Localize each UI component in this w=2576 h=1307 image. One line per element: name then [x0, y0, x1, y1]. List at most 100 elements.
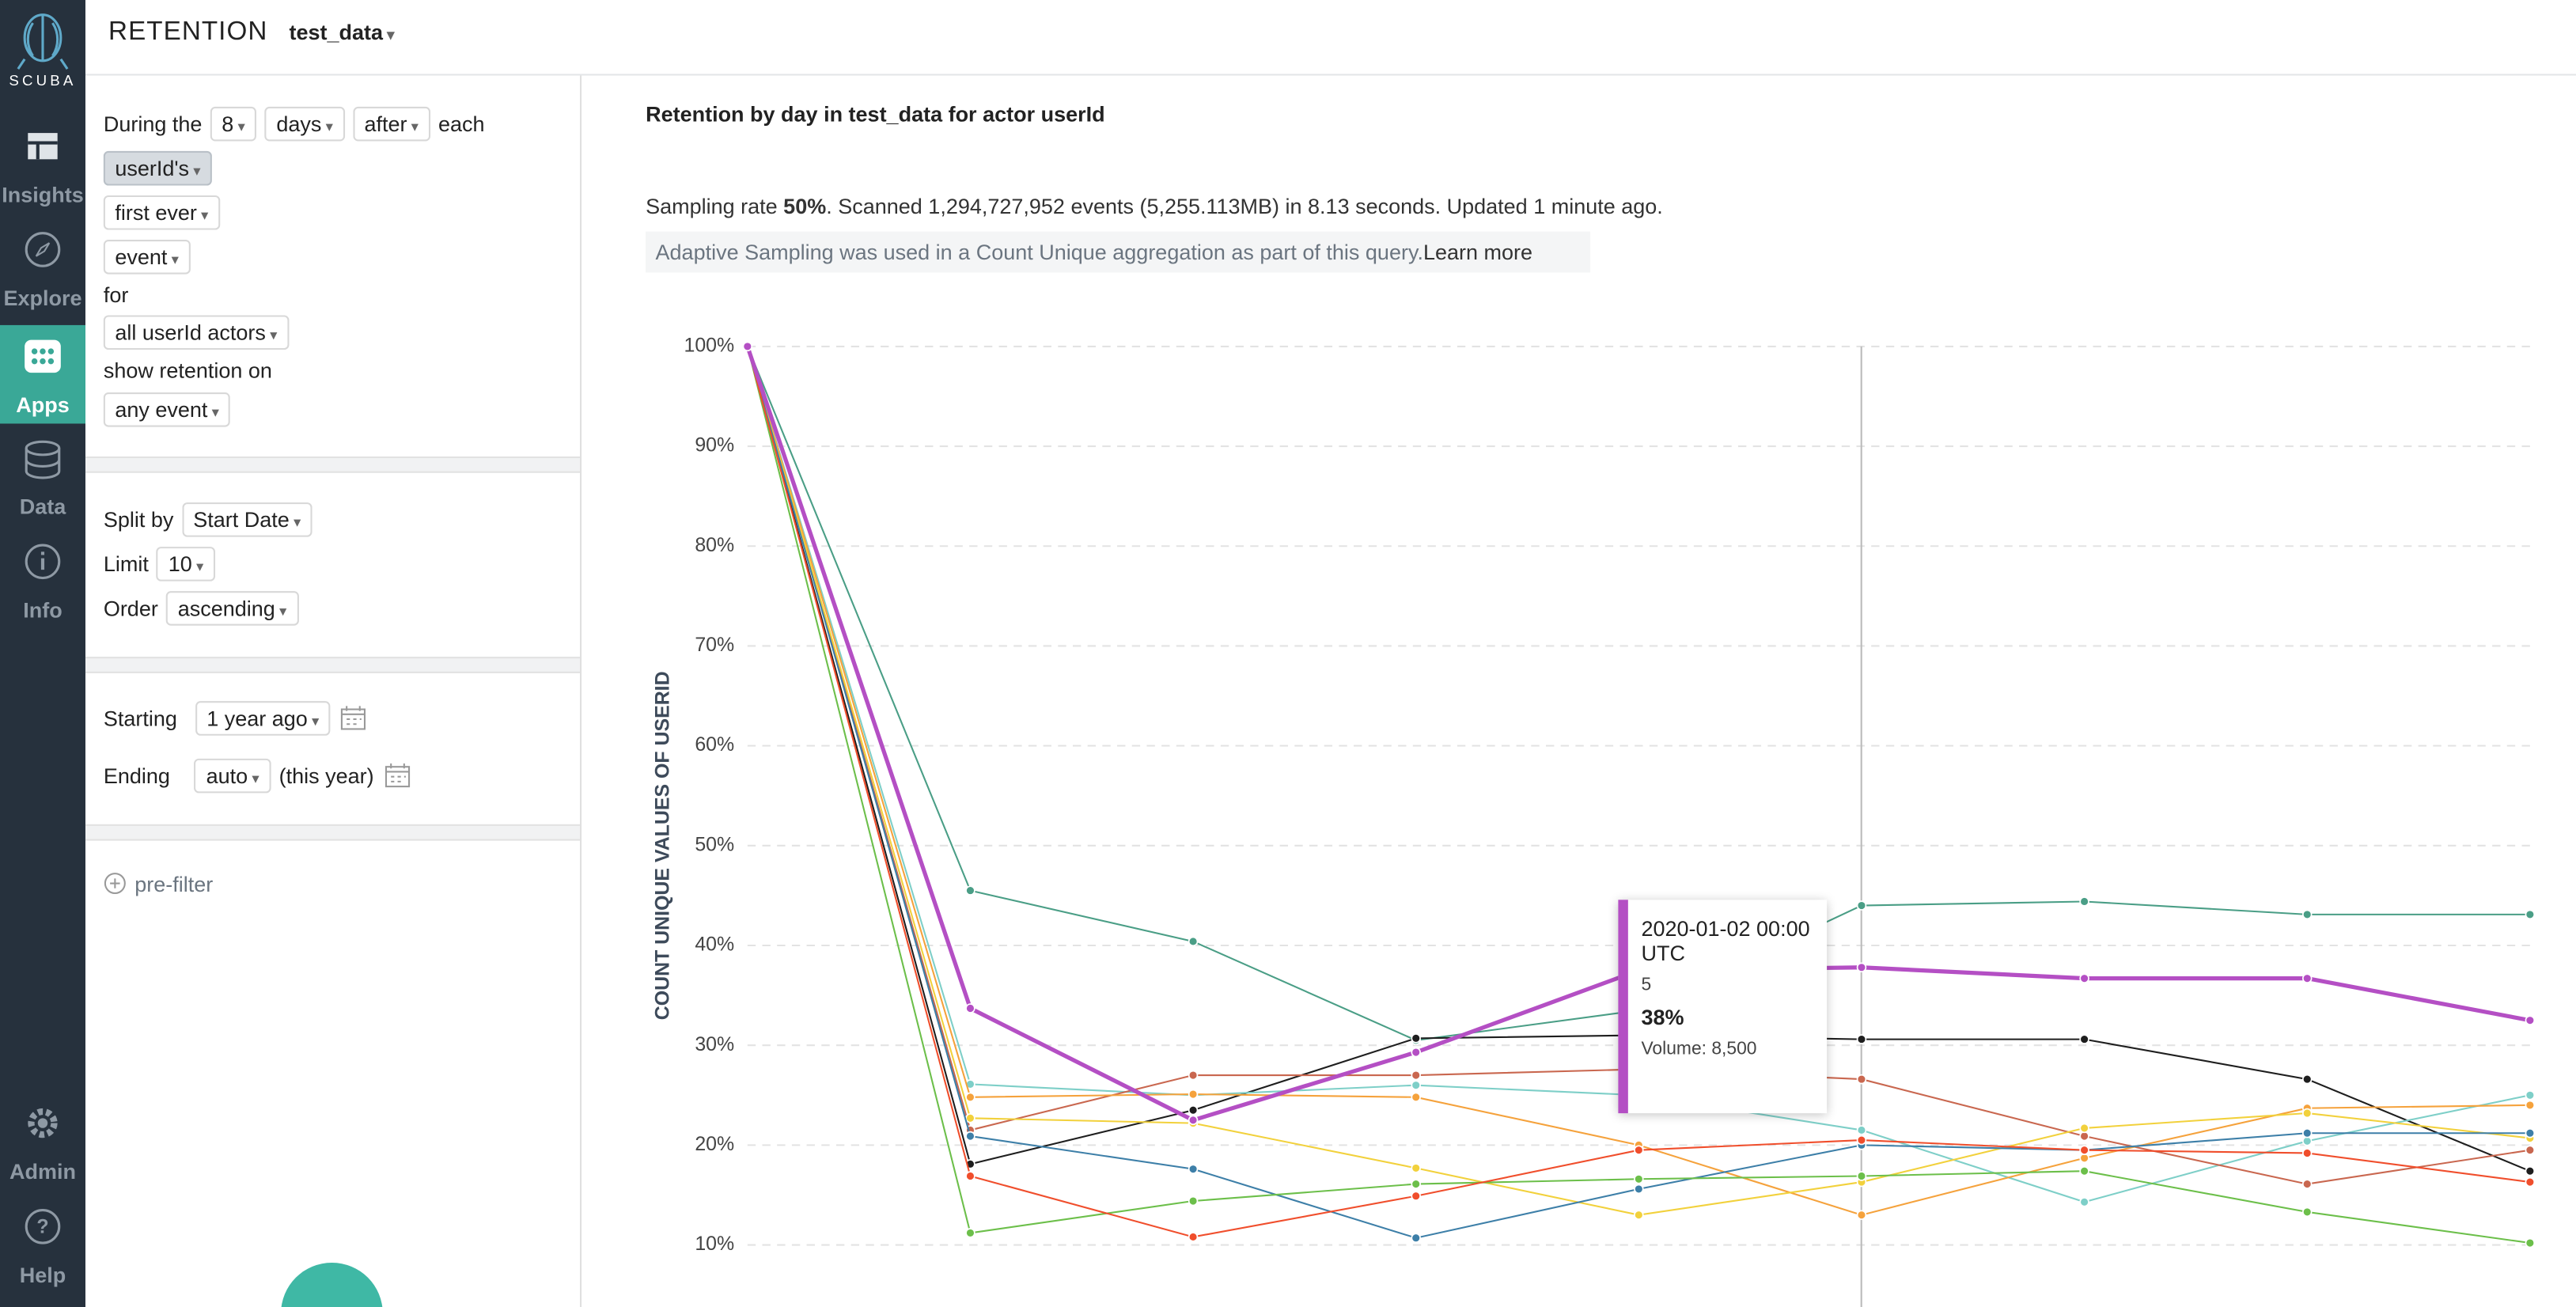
y-tick-label: 30% [695, 1033, 734, 1055]
data-point [965, 1228, 975, 1238]
icon: ? [25, 1208, 61, 1244]
notice: Adaptive Sampling was used in a Count Un… [646, 231, 1591, 273]
event-row: event [103, 238, 191, 275]
nav-label: Help [19, 1262, 66, 1288]
data-point [2079, 1165, 2089, 1176]
nav-label: Apps [16, 392, 70, 418]
dropdown[interactable]: ascending [166, 590, 298, 625]
nav-help[interactable]: ? Help [0, 1195, 85, 1294]
nav-insights[interactable]: Insights [0, 115, 85, 214]
data-point [1188, 1104, 1199, 1116]
label: Starting [103, 705, 177, 730]
data-point [2079, 973, 2089, 983]
dropdown[interactable]: first ever [103, 194, 220, 229]
dropdown[interactable]: any event [103, 391, 231, 426]
nav-apps[interactable]: Apps [0, 324, 85, 424]
data-point [2525, 1176, 2536, 1188]
nav-label: Explore [3, 286, 82, 311]
data-point [2301, 1127, 2313, 1138]
data-point [1411, 1233, 1421, 1243]
data-point [1188, 1195, 1199, 1207]
logo-text: SCUBA [9, 72, 77, 89]
data-point [1856, 962, 1867, 972]
label: each [438, 111, 485, 136]
data-point [1188, 1089, 1199, 1100]
data-point [2079, 1197, 2089, 1207]
data-point [2079, 1123, 2089, 1134]
data-point [2525, 1237, 2536, 1248]
dropdown[interactable]: after [352, 105, 430, 141]
nav-label: Data [19, 494, 66, 519]
tooltip-title: 2020-01-02 00:00 UTC [1641, 916, 1810, 966]
rate: 50% [783, 193, 827, 219]
svg-text:?: ? [36, 1216, 48, 1238]
dropdown[interactable]: event [103, 238, 191, 274]
dropdown[interactable]: userId's [103, 150, 213, 185]
dropdown[interactable]: 1 year ago [195, 700, 331, 735]
logo[interactable]: SCUBA [0, 6, 85, 98]
nav-bar: SCUBA Insights Explore Apps Data Info Ad… [0, 0, 85, 1307]
during-row: During the 8daysafter each [104, 105, 485, 142]
label: (this year) [278, 763, 374, 788]
data-point [1634, 1174, 1644, 1184]
nav-info[interactable]: Info [0, 530, 85, 629]
dataset-picker[interactable]: test_data [289, 19, 395, 45]
y-tick-label: 100% [684, 334, 734, 356]
data-point [2525, 1165, 2536, 1176]
result-heading: Retention by day in test_data for actor … [646, 101, 1105, 127]
nav-explore[interactable]: Explore [0, 218, 85, 317]
data-point [2301, 1207, 2313, 1218]
data-point [1634, 1210, 1644, 1220]
avatar[interactable] [276, 1258, 391, 1307]
dropdown[interactable]: auto [195, 757, 271, 793]
divider [85, 657, 581, 673]
end-row: Ending auto (this year) [104, 757, 412, 794]
divider [85, 824, 581, 841]
prefilter[interactable]: pre-filter [134, 870, 214, 896]
dropdown[interactable]: days [264, 105, 345, 141]
data-point [1188, 936, 1199, 947]
icon [25, 232, 61, 267]
data-point [965, 1092, 975, 1103]
y-tick-label: 70% [695, 634, 734, 656]
nav-data[interactable]: Data [0, 427, 85, 526]
retention-event-row: any event [103, 391, 231, 427]
dropdown[interactable]: 8 [210, 105, 257, 141]
data-point [1856, 900, 1867, 911]
y-tick-label: 20% [695, 1133, 734, 1155]
dropdown[interactable]: Start Date [181, 502, 313, 536]
data-point [1411, 1163, 1421, 1173]
data-point [1856, 1034, 1867, 1044]
data-point [1411, 1033, 1421, 1044]
data-point [2301, 1148, 2313, 1158]
data-point [1634, 1184, 1644, 1195]
learn-more[interactable]: Learn more [1422, 240, 1533, 265]
data-point [742, 341, 753, 352]
calendar-icon[interactable] [339, 704, 368, 730]
start-row: Starting 1 year ago [104, 699, 369, 736]
actors-row: all userId actors [103, 313, 290, 350]
dropdown[interactable]: all userId actors [103, 314, 290, 350]
logo-icon [17, 13, 69, 70]
nav-label: Info [23, 597, 63, 623]
data-point [2301, 1108, 2313, 1119]
nav-label: Insights [2, 182, 84, 207]
data-point [965, 1003, 975, 1013]
data-point [2301, 1074, 2313, 1085]
app-title: RETENTION [108, 17, 268, 47]
y-tick-label: 50% [695, 833, 734, 855]
nav-admin[interactable]: Admin [0, 1092, 85, 1191]
tooltip-value: 38% [1641, 1005, 1684, 1030]
icon [25, 440, 61, 479]
calendar-icon[interactable] [382, 762, 411, 788]
label: During the [103, 111, 203, 136]
data-point [2079, 1145, 2089, 1155]
data-point [2525, 1127, 2536, 1138]
icon [28, 133, 58, 160]
prefilter-row[interactable]: pre-filter [104, 866, 213, 902]
label: for [103, 281, 129, 307]
data-point [1856, 1171, 1867, 1181]
data-point [2301, 909, 2313, 920]
dropdown[interactable]: 10 [157, 546, 215, 581]
label: Limit [103, 551, 149, 576]
